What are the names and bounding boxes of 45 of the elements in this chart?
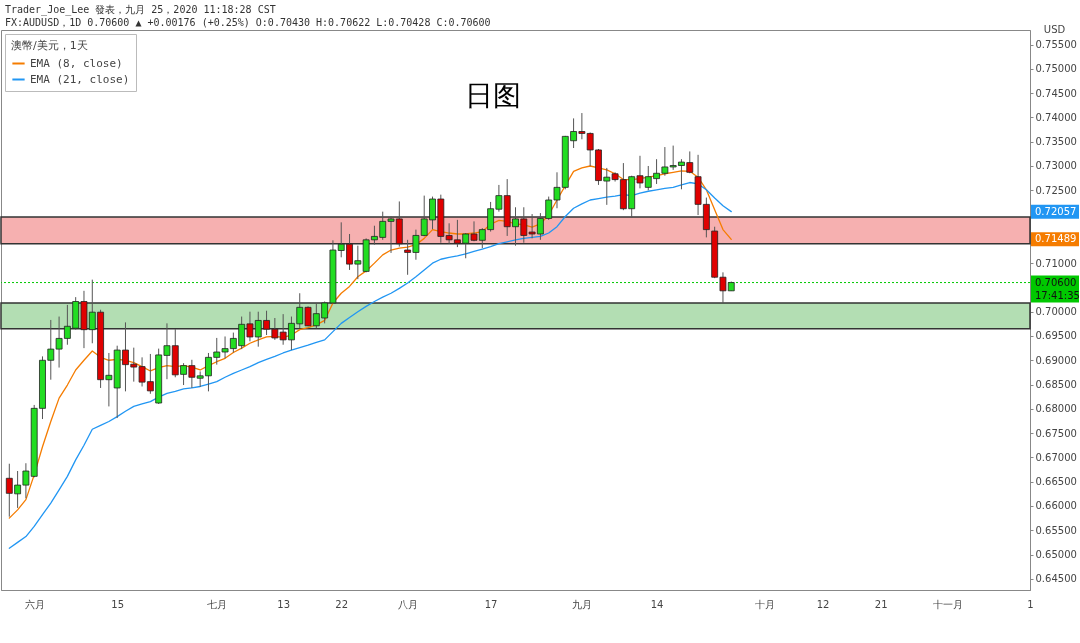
y-tick-label: 0.75500 [1035, 39, 1077, 51]
x-tick-label: 十一月 [932, 598, 963, 610]
x-tick-label: 六月 [24, 598, 45, 610]
y-tick-label: 0.71000 [1035, 257, 1077, 269]
y-tick-label: 0.66500 [1035, 476, 1077, 488]
text: 0.71489 [1035, 233, 1077, 245]
text: Trader_Joe_Lee 發表，九月 25，2020 11:18:28 CST [5, 4, 276, 16]
y-tick-label: 0.66000 [1035, 500, 1077, 512]
x-tick-label: 12 [816, 598, 830, 610]
y-tick-label: 0.69000 [1035, 354, 1077, 366]
y-tick-label: 0.72500 [1035, 184, 1077, 196]
legend-title: 澳幣/美元，1天 [11, 39, 88, 52]
y-tick-label: 0.67000 [1035, 451, 1077, 463]
text: 0.72057 [1035, 205, 1077, 217]
y-tick-label: 0.68000 [1035, 403, 1077, 415]
text: 日图 [465, 79, 521, 112]
ref-line-label: 0.70600 [1035, 276, 1077, 288]
x-tick-label: 15 [111, 598, 125, 610]
y-tick-label: 0.74000 [1035, 111, 1077, 123]
y-tick-label: 0.65000 [1035, 549, 1077, 561]
y-tick-label: 0.67500 [1035, 427, 1077, 439]
x-tick-label: 21 [874, 598, 888, 610]
y-tick-label: 0.70000 [1035, 306, 1077, 318]
x-tick-label: 七月 [207, 598, 228, 610]
y-tick-label: 0.69500 [1035, 330, 1077, 342]
y-tick-label: 0.64500 [1035, 573, 1077, 585]
y-tick-label: 0.75000 [1035, 63, 1077, 75]
x-tick-label: 1 [1027, 598, 1034, 610]
x-tick-label: 九月 [572, 598, 593, 610]
x-tick-label: 22 [335, 598, 349, 610]
y-tick-label: 0.73500 [1035, 136, 1077, 148]
x-tick-label: 14 [650, 598, 664, 610]
y-tick-label: 0.73000 [1035, 160, 1077, 172]
x-tick-label: 八月 [398, 598, 419, 610]
legend-label: EMA (21, close) [30, 72, 130, 86]
x-tick-label: 17 [484, 598, 498, 610]
x-tick-label: 十月 [754, 598, 775, 610]
text: FX:AUDUSD，1D 0.70600 ▲ +0.00176 (+0.25%) O:0.70430 H:0.70622 L:0.70428 C:0.70600 [5, 17, 491, 28]
x-tick-label: 13 [277, 598, 291, 610]
y-tick-label: 0.65500 [1035, 524, 1077, 536]
text: 17:41:35 [1035, 289, 1080, 301]
y-axis-title: USD [1043, 23, 1066, 35]
legend-label: EMA (8, close) [30, 56, 123, 70]
y-tick-label: 0.74500 [1035, 87, 1077, 99]
y-tick-label: 0.68500 [1035, 379, 1077, 391]
